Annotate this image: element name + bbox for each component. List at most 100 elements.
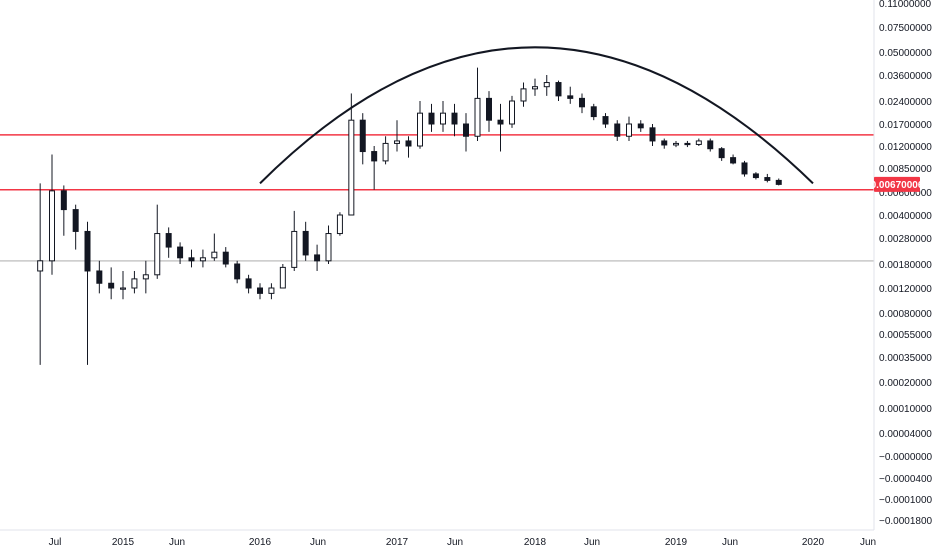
candle-body <box>590 106 597 118</box>
candle <box>707 138 714 152</box>
y-tick-label: 0.00850000 <box>879 164 932 175</box>
candle <box>590 103 597 121</box>
candle <box>314 244 321 271</box>
candle <box>741 160 748 177</box>
candle-body <box>279 266 286 289</box>
x-tick-label: 2015 <box>112 537 135 548</box>
y-tick-label: 0.00055000 <box>879 330 932 341</box>
y-tick-label: −0.00018000 <box>879 516 932 527</box>
candle-body <box>474 97 481 137</box>
candle-body <box>96 270 103 284</box>
candle <box>279 264 286 289</box>
candle-body <box>211 251 218 259</box>
y-tick-label: 0.00120000 <box>879 284 932 295</box>
y-axis[interactable]: 0.11000000 0.07500000 0.05000000 0.03600000… <box>879 0 932 527</box>
candle-body <box>730 157 737 164</box>
candle <box>661 138 668 149</box>
candle-body <box>84 230 91 272</box>
y-tick-label: −0.00004000 <box>879 474 932 485</box>
candle-body <box>428 112 435 125</box>
candle <box>131 270 138 294</box>
candle <box>49 154 55 275</box>
candle <box>177 242 184 264</box>
y-tick-label: 0.00004000 <box>879 429 932 440</box>
candle-body <box>626 123 632 137</box>
candle-body <box>72 209 79 232</box>
candle-body <box>673 142 679 146</box>
candle-body <box>142 274 149 280</box>
candle <box>60 185 67 236</box>
y-tick-label: 0.00080000 <box>879 309 932 320</box>
candle-body <box>49 190 55 262</box>
candle <box>602 113 609 128</box>
candle-body <box>509 100 515 125</box>
y-tick-label: 0.00280000 <box>879 234 932 245</box>
x-tick-label: 2020 <box>802 537 825 548</box>
candle <box>268 283 275 300</box>
candle-body <box>222 251 229 265</box>
candle-body <box>234 263 241 280</box>
candle-body <box>741 162 748 175</box>
candle <box>637 120 644 132</box>
candle <box>579 93 585 114</box>
x-axis[interactable]: Jul 2015 Jun 2016 Jun 2017 Jun 2018 Jun 2019 Jun 20… <box>49 537 876 548</box>
candle <box>394 120 400 152</box>
candle <box>154 204 161 279</box>
x-tick-label: 2017 <box>386 537 409 548</box>
candle <box>532 78 538 96</box>
candle-body <box>302 230 309 256</box>
candle <box>84 221 91 365</box>
candle-body <box>497 119 504 125</box>
candle-body <box>371 151 378 162</box>
candle-body <box>188 257 195 262</box>
x-tick-label: Jun <box>310 537 326 548</box>
candle <box>520 82 527 107</box>
last-price-label-text: 0.00670006 <box>871 180 924 191</box>
candle-body <box>268 287 275 294</box>
candle <box>142 260 149 294</box>
x-tick-label: Jun <box>860 537 876 548</box>
candle-body <box>131 278 138 289</box>
y-tick-label: 0.02400000 <box>879 97 932 108</box>
candle-body <box>707 140 714 150</box>
candle <box>730 154 737 165</box>
y-tick-label: 0.01200000 <box>879 142 932 153</box>
candle-body <box>579 97 585 108</box>
candle-body <box>336 214 343 235</box>
candle-body <box>108 282 115 289</box>
candle-body <box>314 254 321 262</box>
candle <box>497 103 504 152</box>
candle-body <box>165 233 172 248</box>
candle <box>211 233 218 261</box>
candle <box>486 91 492 132</box>
y-tick-label: 0.00600000 <box>879 188 932 199</box>
candle <box>257 283 263 300</box>
y-tick-label: 0.00180000 <box>879 260 932 271</box>
candle <box>120 270 126 300</box>
candle-body <box>602 116 609 125</box>
x-tick-label: Jun <box>584 537 600 548</box>
x-tick-label: Jun <box>447 537 463 548</box>
candle <box>165 227 172 258</box>
candle <box>614 120 621 141</box>
candle <box>336 212 343 236</box>
arc-curve[interactable] <box>259 46 814 185</box>
candle-body <box>60 190 67 211</box>
candle <box>474 67 481 141</box>
y-tick-label: 0.05000000 <box>879 48 932 59</box>
candle-body <box>348 119 355 216</box>
candle-body <box>695 140 702 145</box>
candle <box>649 124 656 146</box>
x-tick-label: 2018 <box>524 537 547 548</box>
candle-body <box>37 260 44 272</box>
candle <box>222 247 229 268</box>
candle-body <box>291 230 298 268</box>
candle-body <box>520 88 527 102</box>
candle-body <box>245 278 252 289</box>
candle-body <box>257 287 263 294</box>
candle-body <box>684 142 691 146</box>
candle-body <box>325 233 332 262</box>
candle-body <box>543 82 550 88</box>
x-tick-label: Jun <box>169 537 185 548</box>
